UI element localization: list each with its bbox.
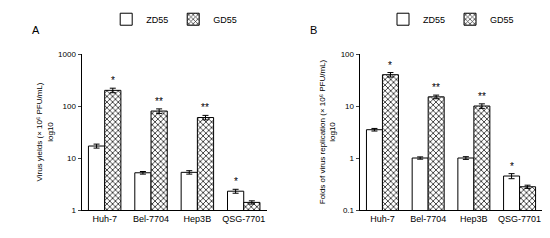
svg-text:ZD55: ZD55	[423, 15, 445, 25]
svg-text:1000: 1000	[58, 50, 76, 59]
svg-text:10: 10	[345, 102, 354, 111]
svg-text:A: A	[32, 24, 40, 36]
svg-text:Folds of virus replication (×: Folds of virus replication (× 10⁶ PFU/mL…	[318, 59, 337, 204]
svg-text:Bel-7704: Bel-7704	[133, 214, 169, 224]
svg-text:QSG-7701: QSG-7701	[222, 214, 265, 224]
svg-text:**: **	[478, 91, 486, 102]
svg-text:0.1: 0.1	[343, 206, 355, 215]
svg-text:Bel-7704: Bel-7704	[410, 214, 446, 224]
svg-text:*: *	[388, 60, 392, 71]
svg-text:GD55: GD55	[213, 15, 237, 25]
svg-text:Hep3B: Hep3B	[184, 214, 212, 224]
svg-text:1: 1	[71, 206, 76, 215]
svg-text:*: *	[510, 161, 514, 172]
svg-text:100: 100	[63, 102, 77, 111]
svg-text:ZD55: ZD55	[146, 15, 168, 25]
svg-text:Hep3B: Hep3B	[460, 214, 488, 224]
svg-text:Virus yields (× 10⁶ PFU/mL)log: Virus yields (× 10⁶ PFU/mL)log10	[35, 82, 54, 181]
svg-text:**: **	[201, 102, 209, 113]
svg-text:QSG-7701: QSG-7701	[498, 214, 541, 224]
svg-text:GD55: GD55	[490, 15, 514, 25]
svg-text:B: B	[310, 24, 317, 36]
svg-text:*: *	[234, 176, 238, 187]
svg-text:100: 100	[341, 50, 355, 59]
svg-text:*: *	[111, 75, 115, 86]
svg-text:Huh-7: Huh-7	[370, 214, 395, 224]
svg-text:Huh-7: Huh-7	[92, 214, 117, 224]
svg-text:**: **	[432, 82, 440, 93]
svg-text:10: 10	[67, 154, 76, 163]
svg-text:**: **	[155, 96, 163, 107]
svg-text:1: 1	[350, 154, 355, 163]
